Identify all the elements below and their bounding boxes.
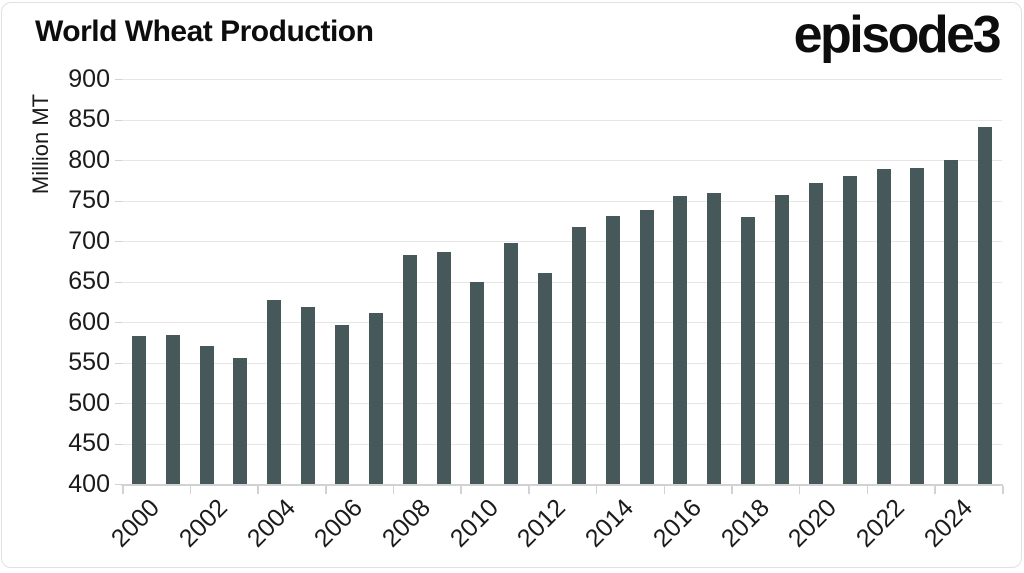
bar-2025	[978, 126, 993, 484]
bar-2002	[199, 346, 214, 484]
gridline-700	[122, 241, 1002, 242]
bar-2012	[538, 273, 553, 484]
bar-2013	[571, 227, 586, 484]
bar-2020	[808, 182, 823, 484]
x-tick-3	[325, 486, 327, 494]
y-tick-label-750: 750	[68, 186, 110, 214]
bar-2010	[470, 282, 485, 484]
y-tick-550	[115, 362, 122, 364]
x-tick-8	[663, 486, 666, 494]
y-tick-900	[115, 79, 122, 80]
bar-2022	[876, 168, 891, 484]
bar-2004	[267, 300, 282, 484]
x-tick-label-2006: 2006	[309, 493, 369, 553]
y-tick-700	[115, 241, 122, 242]
y-tick-label-850: 850	[68, 105, 110, 133]
y-tick-label-800: 800	[68, 145, 110, 174]
plot-area: 900 850 800 750 700 650 600 550 500 450 400 2000 200…	[2, 3, 1024, 573]
x-tick-10	[798, 486, 801, 494]
gridline-500	[122, 403, 1002, 404]
gridline-650	[122, 281, 1002, 283]
x-tick-label-2024: 2024	[918, 493, 978, 553]
y-tick-label-400: 400	[68, 469, 110, 498]
x-tick-label-2020: 2020	[783, 493, 843, 553]
y-tick-850	[115, 119, 122, 121]
y-tick-500	[115, 403, 122, 404]
gridline-900	[122, 79, 1002, 80]
gridline-800	[122, 160, 1002, 161]
gridline-550	[122, 362, 1002, 364]
y-tick-450	[115, 443, 122, 445]
bar-2024	[944, 160, 959, 484]
x-tick-9	[731, 486, 733, 494]
x-tick-13	[1002, 486, 1004, 494]
x-tick-7	[595, 486, 598, 494]
x-tick-label-2002: 2002	[173, 493, 234, 553]
bar-2023	[910, 168, 925, 484]
x-tick-label-2018: 2018	[715, 493, 775, 553]
y-tick-label-900: 900	[68, 64, 110, 93]
x-tick-6	[528, 486, 530, 494]
x-tick-11	[866, 486, 869, 494]
x-tick-0	[122, 486, 124, 494]
x-tick-4	[392, 486, 395, 494]
x-tick-label-2014: 2014	[580, 493, 640, 553]
bar-2006	[335, 325, 349, 484]
bar-2019	[775, 194, 789, 484]
bar-2008	[402, 254, 417, 484]
bar-2018	[741, 216, 756, 484]
x-tick-label-2004: 2004	[241, 493, 301, 553]
x-tick-2	[257, 486, 259, 494]
bar-2007	[368, 313, 383, 484]
bar-2000	[131, 335, 146, 484]
x-tick-label-2008: 2008	[376, 493, 437, 553]
bar-2015	[639, 210, 654, 484]
gridline-750	[122, 200, 1002, 202]
x-tick-1	[189, 486, 192, 494]
x-tick-label-2012: 2012	[512, 493, 572, 553]
y-tick-label-450: 450	[68, 429, 110, 457]
gridline-450	[122, 443, 1002, 445]
bar-2001	[165, 334, 180, 484]
y-tick-label-500: 500	[68, 388, 110, 417]
bar-2021	[842, 176, 857, 484]
bar-2017	[707, 193, 722, 484]
y-tick-label-650: 650	[68, 267, 110, 295]
x-tick-label-2016: 2016	[647, 493, 707, 553]
x-axis-line	[121, 484, 1003, 486]
x-tick-label-2000: 2000	[106, 493, 166, 553]
bar-2003	[233, 358, 248, 484]
y-tick-750	[115, 200, 122, 202]
y-tick-650	[115, 281, 122, 283]
bar-2009	[436, 251, 451, 484]
chart-title: World Wheat Production	[35, 15, 374, 48]
y-tick-label-600: 600	[68, 307, 110, 336]
x-tick-12	[934, 486, 936, 494]
x-tick-label-2010: 2010	[444, 493, 504, 553]
episode3-logo: episode3	[793, 6, 1002, 64]
y-tick-600	[115, 322, 122, 323]
x-tick-label-2022: 2022	[850, 493, 910, 553]
bar-2016	[673, 195, 688, 484]
y-tick-label-700: 700	[68, 226, 110, 255]
y-tick-800	[115, 160, 122, 161]
bar-2005	[301, 306, 316, 484]
x-tick-5	[460, 486, 462, 494]
gridline-850	[122, 119, 1002, 121]
y-tick-label-550: 550	[68, 348, 110, 376]
y-tick-400	[115, 484, 122, 485]
bar-2014	[605, 215, 620, 484]
bar-2011	[504, 242, 519, 484]
gridline-600	[122, 322, 1002, 323]
